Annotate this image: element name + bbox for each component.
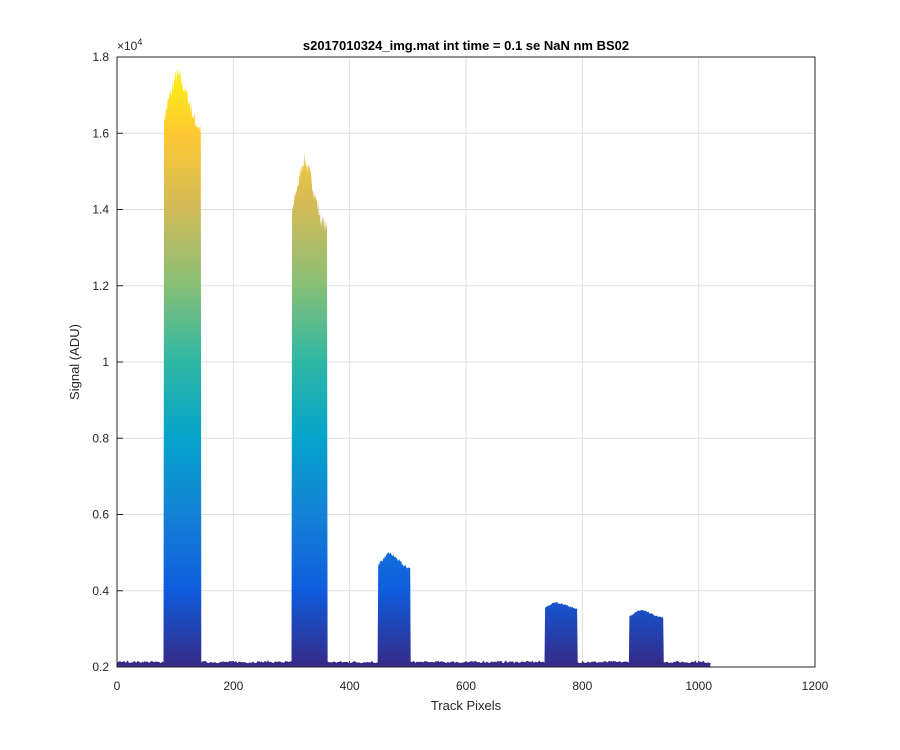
y-tick-label: 1.2 [92,279,109,293]
axes-box [116,56,816,668]
y-axis-exponent: ×104 [117,37,142,53]
x-tick-label: 600 [456,679,476,693]
x-tick-label: 400 [340,679,360,693]
signal-peak-4 [544,601,578,667]
x-axis-label: Track Pixels [431,698,502,713]
x-tick-label: 1200 [802,679,829,693]
x-tick-labels: 0 200 400 600 800 1000 1200 [114,679,829,693]
baseline-band [117,663,711,667]
y-tick-label: 1.4 [92,203,109,217]
signal-peak-3 [377,552,411,667]
y-tick-labels: 0.2 0.4 0.6 0.8 1 1.2 1.4 1.6 1.8 [92,50,109,674]
y-tick-label: 0.8 [92,431,109,445]
y-tick-label: 0.4 [92,584,109,598]
y-axis-label: Signal (ADU) [67,324,82,400]
x-tick-label: 200 [223,679,243,693]
y-axis-exponent-power: 4 [137,37,142,47]
y-tick-label: 1.8 [92,50,109,64]
y-tick-label: 1.6 [92,126,109,140]
signal-peak-5 [628,610,664,667]
y-tick-label: 0.2 [92,660,109,674]
y-axis-exponent-base: ×10 [117,39,138,53]
y-tick-label: 0.6 [92,508,109,522]
chart-title: s2017010324_img.mat int time = 0.1 se Na… [303,38,629,53]
x-tick-label: 1000 [685,679,712,693]
x-tick-label: 800 [572,679,592,693]
x-tick-label: 0 [114,679,121,693]
signal-peak-1 [163,67,202,667]
data-layer [117,67,711,667]
signal-peak-2 [291,150,328,667]
y-tick-label: 1 [102,355,109,369]
